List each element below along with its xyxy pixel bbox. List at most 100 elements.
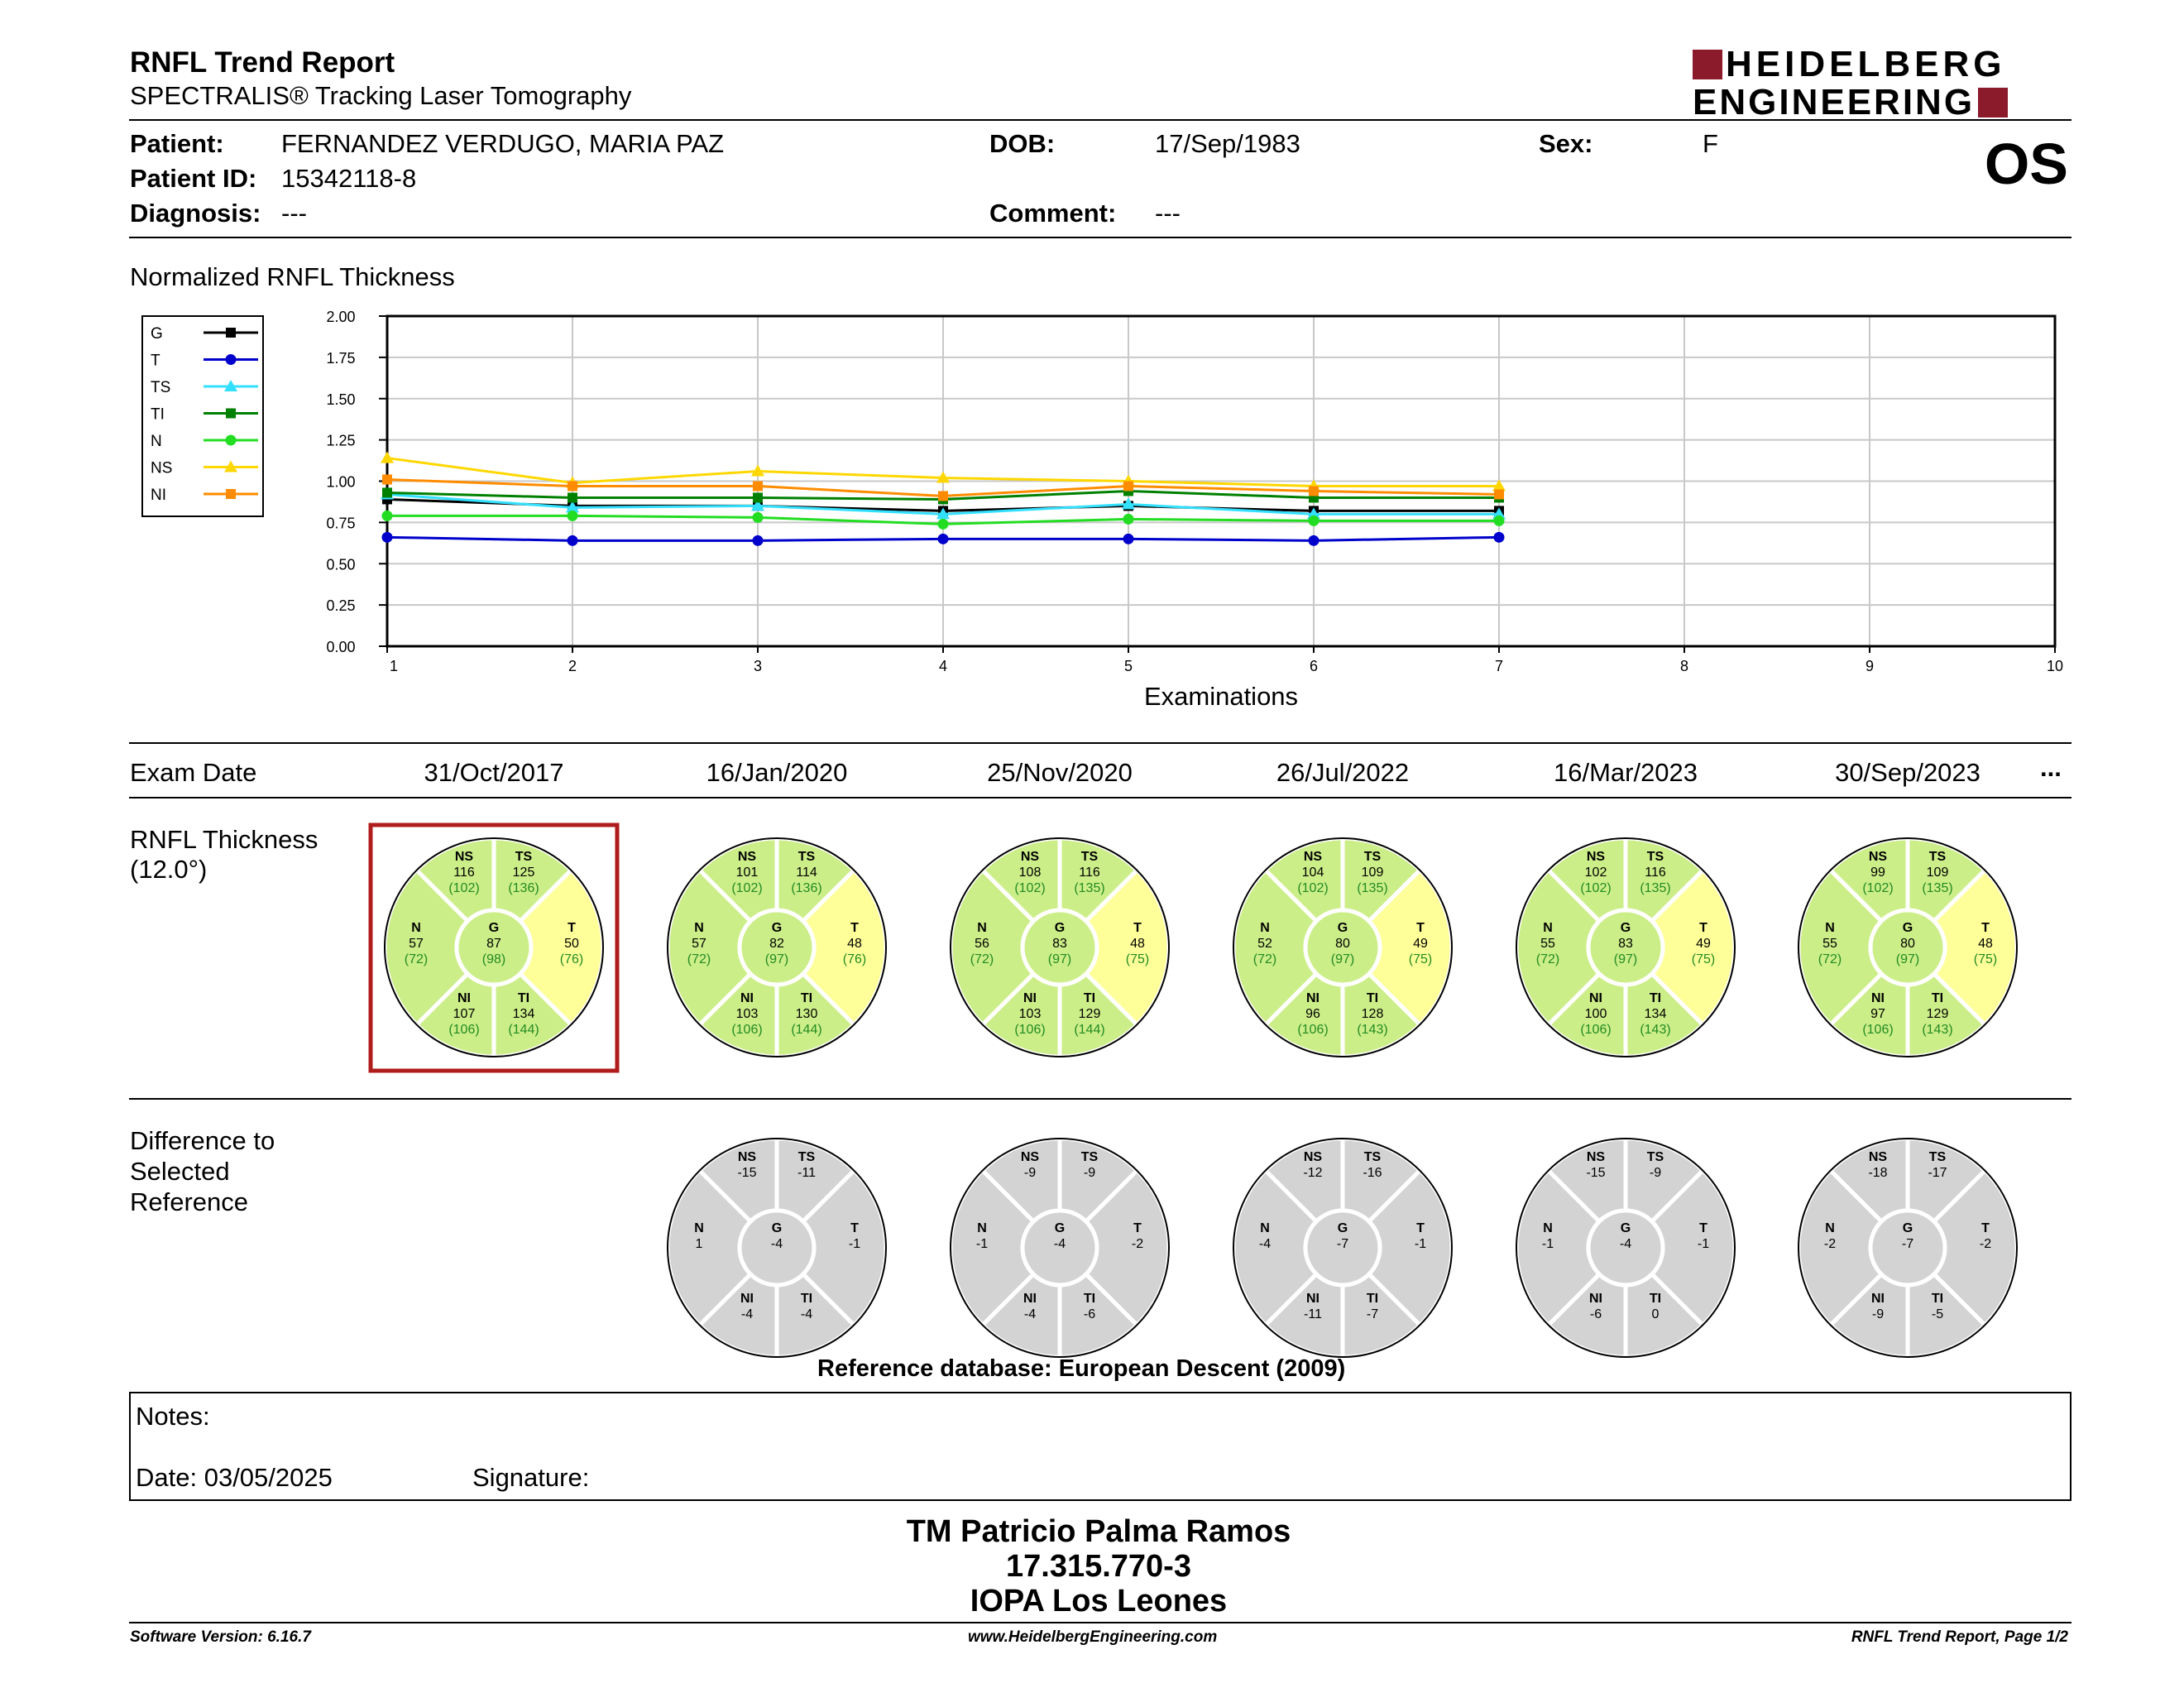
sector-label: NS xyxy=(1021,1150,1040,1164)
data-point xyxy=(938,491,948,501)
sector-value: 103 xyxy=(1019,1007,1042,1021)
sector-label: G xyxy=(1903,921,1913,935)
sector-value: 50 xyxy=(564,937,579,951)
exam-date-6[interactable]: 30/Sep/2023 xyxy=(1835,758,1980,787)
sector-value: -9 xyxy=(1084,1166,1095,1180)
more-exams-indicator[interactable]: ... xyxy=(2040,753,2062,782)
exam-date-2[interactable]: 16/Jan/2020 xyxy=(706,758,848,787)
sector-value: 101 xyxy=(736,866,759,880)
sector-value: -1 xyxy=(976,1237,988,1251)
sector-label: N xyxy=(694,921,704,935)
sector-label: NI xyxy=(1871,1292,1885,1306)
circle-outline xyxy=(1798,837,2018,1057)
sector-value: 80 xyxy=(1900,937,1915,951)
sector-value: -17 xyxy=(1928,1166,1947,1180)
data-point xyxy=(382,474,392,485)
data-point xyxy=(381,531,393,543)
eye-indicator: OS xyxy=(1984,132,2068,196)
diagnosis-label: Diagnosis: xyxy=(130,199,261,228)
sector-value: -18 xyxy=(1868,1166,1887,1180)
sector-label: T xyxy=(1981,1221,1990,1235)
sector-label: N xyxy=(1825,1221,1835,1235)
difference-circles: NS-15TS-11N1G-4T-1NI-4TI-4NS-9TS-9N-1G-4… xyxy=(665,1136,2019,1360)
sector-reference: (144) xyxy=(508,1023,539,1037)
y-tick-label: 1.25 xyxy=(326,433,355,449)
sector-label: NI xyxy=(1023,991,1037,1005)
thickness-label: RNFL Thickness xyxy=(130,825,318,854)
notes-box[interactable]: Notes: Date: 03/05/2025 Signature: xyxy=(129,1392,2071,1501)
sector-value: -9 xyxy=(1650,1166,1661,1180)
sector-label: TS xyxy=(1647,1150,1664,1164)
chart-legend: GT TS TI N NS NI xyxy=(141,315,264,517)
thickness-divider xyxy=(129,1098,2071,1100)
diagnosis-value: --- xyxy=(281,199,307,228)
sector-value: 80 xyxy=(1335,937,1350,951)
sector-label: T xyxy=(1699,1221,1707,1235)
sector-label: TI xyxy=(801,991,812,1005)
data-point xyxy=(1308,515,1320,526)
sector-label: N xyxy=(1543,1221,1553,1235)
y-tick-label: 1.50 xyxy=(326,391,355,408)
sector-label: G xyxy=(1621,921,1631,935)
sector-reference: (135) xyxy=(1922,881,1952,895)
data-point xyxy=(567,510,578,521)
sex-label: Sex: xyxy=(1539,129,1593,158)
sector-label: TS xyxy=(1929,1150,1947,1164)
sector-reference: (106) xyxy=(1014,1023,1045,1037)
sector-label: NI xyxy=(740,1292,754,1306)
sector-reference: (75) xyxy=(1126,952,1149,966)
sector-label: N xyxy=(1543,921,1553,935)
sector-reference: (106) xyxy=(1580,1023,1611,1037)
data-point xyxy=(936,507,950,520)
difference-label-3: Reference xyxy=(130,1187,249,1216)
patient-id-label: Patient ID: xyxy=(130,164,257,193)
notes-label: Notes: xyxy=(136,1402,210,1431)
sector-label: TI xyxy=(1084,1292,1095,1306)
sector-value: 82 xyxy=(769,937,784,951)
sector-value: -7 xyxy=(1902,1237,1913,1251)
sector-value: -7 xyxy=(1367,1307,1378,1321)
data-point xyxy=(752,535,764,546)
sector-reference: (144) xyxy=(791,1023,821,1037)
sector-reference: (143) xyxy=(1922,1023,1952,1037)
sector-label: NS xyxy=(738,850,757,864)
data-point xyxy=(752,511,764,523)
logo-square-icon xyxy=(1693,50,1722,79)
data-point xyxy=(1123,533,1134,544)
exam-date-3[interactable]: 25/Nov/2020 xyxy=(987,758,1133,787)
sector-label: TS xyxy=(1081,850,1099,864)
report-title: RNFL Trend Report xyxy=(130,46,395,79)
sex-value: F xyxy=(1703,129,1718,158)
thickness-sublabel: (12.0°) xyxy=(130,855,208,884)
legend-label: G xyxy=(151,325,163,343)
exam-date-1[interactable]: 31/Oct/2017 xyxy=(424,758,564,787)
sector-value: 104 xyxy=(1302,866,1324,880)
sector-label: TI xyxy=(1084,991,1095,1005)
sector-value: 48 xyxy=(847,937,862,951)
legend-label: N xyxy=(151,433,162,450)
exam-date-4[interactable]: 26/Jul/2022 xyxy=(1276,758,1410,787)
legend-box xyxy=(141,315,264,517)
website-link[interactable]: www.HeidelbergEngineering.com xyxy=(968,1628,1218,1646)
data-point xyxy=(937,533,949,544)
sector-value: 83 xyxy=(1052,937,1067,951)
thickness-circle-6: NS 99(102) TS 109(135) N 55(72) G 80(97) T 48(75)… xyxy=(1796,836,2019,1059)
difference-circle-2: NS-9TS-9N-1G-4T-2NI-4TI-6 xyxy=(948,1136,1171,1360)
thickness-circle-2: NS 101(102) TS 114(136) N 57(72) G 82(97) T 48(76… xyxy=(665,836,888,1059)
sector-value: 52 xyxy=(1257,937,1272,951)
circle-outline xyxy=(667,837,887,1057)
sector-value: -11 xyxy=(797,1166,816,1180)
sector-label: NI xyxy=(740,991,754,1005)
sector-value: -6 xyxy=(1084,1307,1095,1321)
signer-name: TM Patricio Palma Ramos xyxy=(906,1514,1291,1549)
sector-reference: (135) xyxy=(1074,881,1104,895)
sector-value: -4 xyxy=(801,1307,812,1321)
sector-label: G xyxy=(489,921,499,935)
x-tick-label: 9 xyxy=(1866,658,1874,674)
chart-divider xyxy=(129,742,2071,744)
sector-value: 57 xyxy=(409,937,424,951)
sector-value: -7 xyxy=(1337,1237,1348,1251)
sector-value: 49 xyxy=(1696,937,1711,951)
exam-date-5[interactable]: 16/Mar/2023 xyxy=(1553,758,1698,787)
sector-reference: (106) xyxy=(1297,1023,1328,1037)
